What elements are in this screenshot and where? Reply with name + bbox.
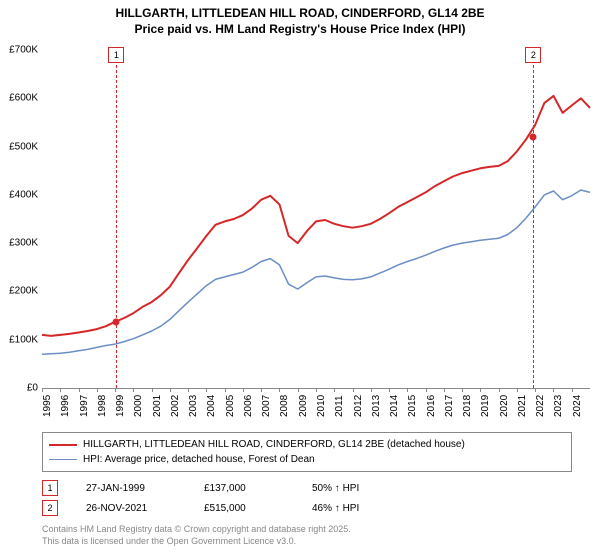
footer-attribution: Contains HM Land Registry data © Crown c…: [42, 524, 351, 547]
x-axis-tick: 2014: [389, 395, 400, 417]
y-axis-tick: £700K: [0, 45, 38, 56]
x-axis-tick: 1996: [60, 395, 71, 417]
x-axis-tick: 2017: [444, 395, 455, 417]
x-axis-tick: 2024: [572, 395, 583, 417]
x-axis-tick: 2022: [535, 395, 546, 417]
series-line: [42, 190, 590, 354]
x-axis-tick: 2021: [517, 395, 528, 417]
series-line: [42, 96, 590, 336]
y-axis-tick: £200K: [0, 286, 38, 297]
transaction-point: [530, 133, 537, 140]
x-axis-tick: 2020: [499, 395, 510, 417]
x-axis-tick: 2016: [426, 395, 437, 417]
x-axis-tick: 2007: [261, 395, 272, 417]
y-axis-tick: £400K: [0, 189, 38, 200]
y-axis-tick: £300K: [0, 238, 38, 249]
line-series-svg: [42, 50, 590, 388]
x-axis-tick: 2001: [152, 395, 163, 417]
transaction-vline: [533, 50, 534, 388]
transaction-row: 2 26-NOV-2021 £515,000 46% ↑ HPI: [42, 498, 572, 518]
x-axis-tick: 2011: [334, 395, 345, 417]
y-axis-tick: £500K: [0, 141, 38, 152]
x-axis-tick: 2013: [371, 395, 382, 417]
legend-item: HPI: Average price, detached house, Fore…: [49, 452, 565, 467]
chart-title: HILLGARTH, LITTLEDEAN HILL ROAD, CINDERF…: [0, 0, 600, 37]
transaction-date: 26-NOV-2021: [86, 503, 176, 514]
x-axis-tick: 2015: [407, 395, 418, 417]
legend-label: HPI: Average price, detached house, Fore…: [83, 452, 315, 467]
x-axis-tick: 1995: [42, 395, 53, 417]
transaction-point: [113, 318, 120, 325]
x-axis-tick: 2002: [170, 395, 181, 417]
x-axis-tick: 1998: [97, 395, 108, 417]
x-axis-tick: 2010: [316, 395, 327, 417]
x-axis-tick: 2004: [206, 395, 217, 417]
transaction-price: £137,000: [204, 483, 284, 494]
x-axis-tick: 1999: [115, 395, 126, 417]
transaction-hpi: 46% ↑ HPI: [312, 503, 572, 514]
plot-area: £0£100K£200K£300K£400K£500K£600K£700K199…: [42, 50, 590, 389]
legend: HILLGARTH, LITTLEDEAN HILL ROAD, CINDERF…: [42, 432, 572, 472]
x-axis-tick: 2008: [279, 395, 290, 417]
transaction-marker: 1: [42, 480, 58, 496]
transaction-price: £515,000: [204, 503, 284, 514]
transaction-marker-box: 2: [525, 47, 541, 63]
transaction-marker: 2: [42, 500, 58, 516]
legend-label: HILLGARTH, LITTLEDEAN HILL ROAD, CINDERF…: [83, 437, 465, 452]
x-axis-tick: 2006: [243, 395, 254, 417]
x-axis-tick: 2012: [353, 395, 364, 417]
x-axis-tick: 2023: [553, 395, 564, 417]
y-axis-tick: £600K: [0, 93, 38, 104]
legend-item: HILLGARTH, LITTLEDEAN HILL ROAD, CINDERF…: [49, 437, 565, 452]
footer-line-2: This data is licensed under the Open Gov…: [42, 536, 351, 548]
transaction-row: 1 27-JAN-1999 £137,000 50% ↑ HPI: [42, 478, 572, 498]
chart-container: HILLGARTH, LITTLEDEAN HILL ROAD, CINDERF…: [0, 0, 600, 560]
x-axis-tick: 1997: [79, 395, 90, 417]
x-axis-tick: 2009: [298, 395, 309, 417]
footer-line-1: Contains HM Land Registry data © Crown c…: [42, 524, 351, 536]
transaction-table: 1 27-JAN-1999 £137,000 50% ↑ HPI 2 26-NO…: [42, 478, 572, 518]
transaction-vline: [116, 50, 117, 388]
title-line-2: Price paid vs. HM Land Registry's House …: [0, 22, 600, 38]
y-axis-tick: £0: [0, 383, 38, 394]
x-axis-tick: 2005: [225, 395, 236, 417]
y-axis-tick: £100K: [0, 334, 38, 345]
transaction-date: 27-JAN-1999: [86, 483, 176, 494]
transaction-marker-box: 1: [108, 47, 124, 63]
x-axis-tick: 2003: [188, 395, 199, 417]
x-axis-tick: 2000: [133, 395, 144, 417]
legend-swatch: [49, 459, 77, 460]
title-line-1: HILLGARTH, LITTLEDEAN HILL ROAD, CINDERF…: [0, 6, 600, 22]
transaction-hpi: 50% ↑ HPI: [312, 483, 572, 494]
x-axis-tick: 2019: [480, 395, 491, 417]
x-axis-tick: 2018: [462, 395, 473, 417]
legend-swatch: [49, 444, 77, 446]
